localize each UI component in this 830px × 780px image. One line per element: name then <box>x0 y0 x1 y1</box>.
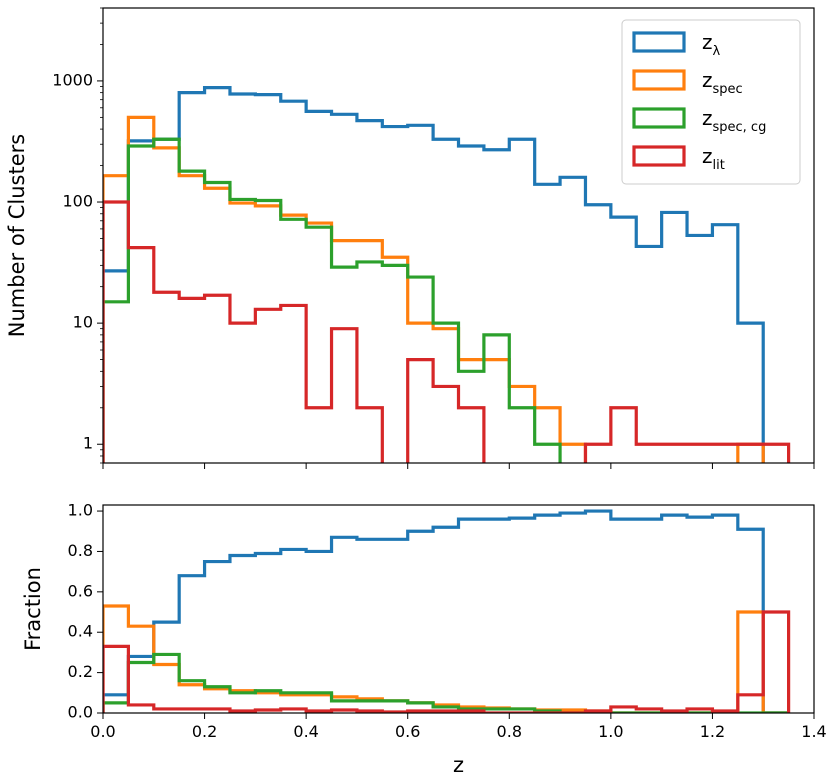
legend-label-main: z <box>702 30 713 54</box>
legend-label: zspec, cg <box>702 106 766 135</box>
top-series-group <box>103 86 791 463</box>
x-tick-label: 1.4 <box>801 722 826 741</box>
bottom-panel: 0.0 0.2 0.4 0.6 0.8 1.0 0.0 0.2 0.4 0.6 0.8 1.0 1.2 1… <box>21 501 827 777</box>
bottom-axes-frame <box>102 504 815 714</box>
top-y-tick-label: 1000 <box>52 70 93 89</box>
legend-swatch <box>632 31 686 53</box>
bottom-series-z_lit <box>103 610 791 713</box>
top-y-axis-label: Number of Clusters <box>5 134 29 337</box>
bottom-series-z_lambda <box>103 509 789 713</box>
bottom-ticks-group: 0.0 0.2 0.4 0.6 0.8 1.0 0.0 0.2 0.4 0.6 0.8 1.0 1.2 1… <box>68 501 827 741</box>
legend-label: zλ <box>702 30 721 59</box>
top-ticks-group: 1 10 100 1000 <box>52 7 815 469</box>
legend-label-main: z <box>702 144 713 168</box>
bottom-y-tick-label: 0.0 <box>68 703 93 722</box>
x-tick-label: 1.2 <box>700 722 725 741</box>
bottom-series-z_spec,cg <box>103 652 789 713</box>
bottom-y-tick-label: 1.0 <box>68 501 93 520</box>
top-y-tick-label: 10 <box>73 313 93 332</box>
bottom-y-tick-label: 0.2 <box>68 662 93 681</box>
legend-box <box>621 19 801 185</box>
x-tick-label: 0.0 <box>90 722 115 741</box>
bottom-y-tick-label: 0.4 <box>68 622 93 641</box>
x-axis-label: z <box>453 753 464 777</box>
top-y-tick-label: 1 <box>83 434 93 453</box>
top-series-z_spec <box>103 115 765 463</box>
x-tick-label: 0.2 <box>192 722 217 741</box>
legend-label: zspec <box>702 68 743 97</box>
legend-label-main: z <box>702 106 713 130</box>
bottom-y-axis-label: Fraction <box>21 567 45 651</box>
top-y-tick-label: 100 <box>62 192 93 211</box>
top-series-z_spec,cg <box>103 137 562 463</box>
legend-label-main: z <box>702 68 713 92</box>
top-series-z_lit <box>103 200 791 463</box>
legend-swatch <box>632 145 686 167</box>
top-axes-frame <box>102 7 815 464</box>
bottom-y-tick-label: 0.8 <box>68 541 93 560</box>
top-series-z_lambda <box>103 86 765 463</box>
legend-swatch <box>632 107 686 129</box>
bottom-series-z_spec <box>103 604 789 713</box>
bottom-series-group <box>103 509 791 713</box>
legend-label-subscript: lit <box>713 158 725 173</box>
x-tick-label: 0.4 <box>293 722 318 741</box>
x-tick-label: 1.0 <box>598 722 623 741</box>
legend-label-subscript: spec, cg <box>713 120 767 135</box>
x-tick-label: 0.8 <box>497 722 522 741</box>
legend-swatch <box>632 69 686 91</box>
x-tick-label: 0.6 <box>395 722 420 741</box>
legend-label: zlit <box>702 144 725 173</box>
legend-label-subscript: spec <box>713 82 743 97</box>
legend-label-subscript: λ <box>713 44 721 59</box>
bottom-y-tick-label: 0.6 <box>68 581 93 600</box>
